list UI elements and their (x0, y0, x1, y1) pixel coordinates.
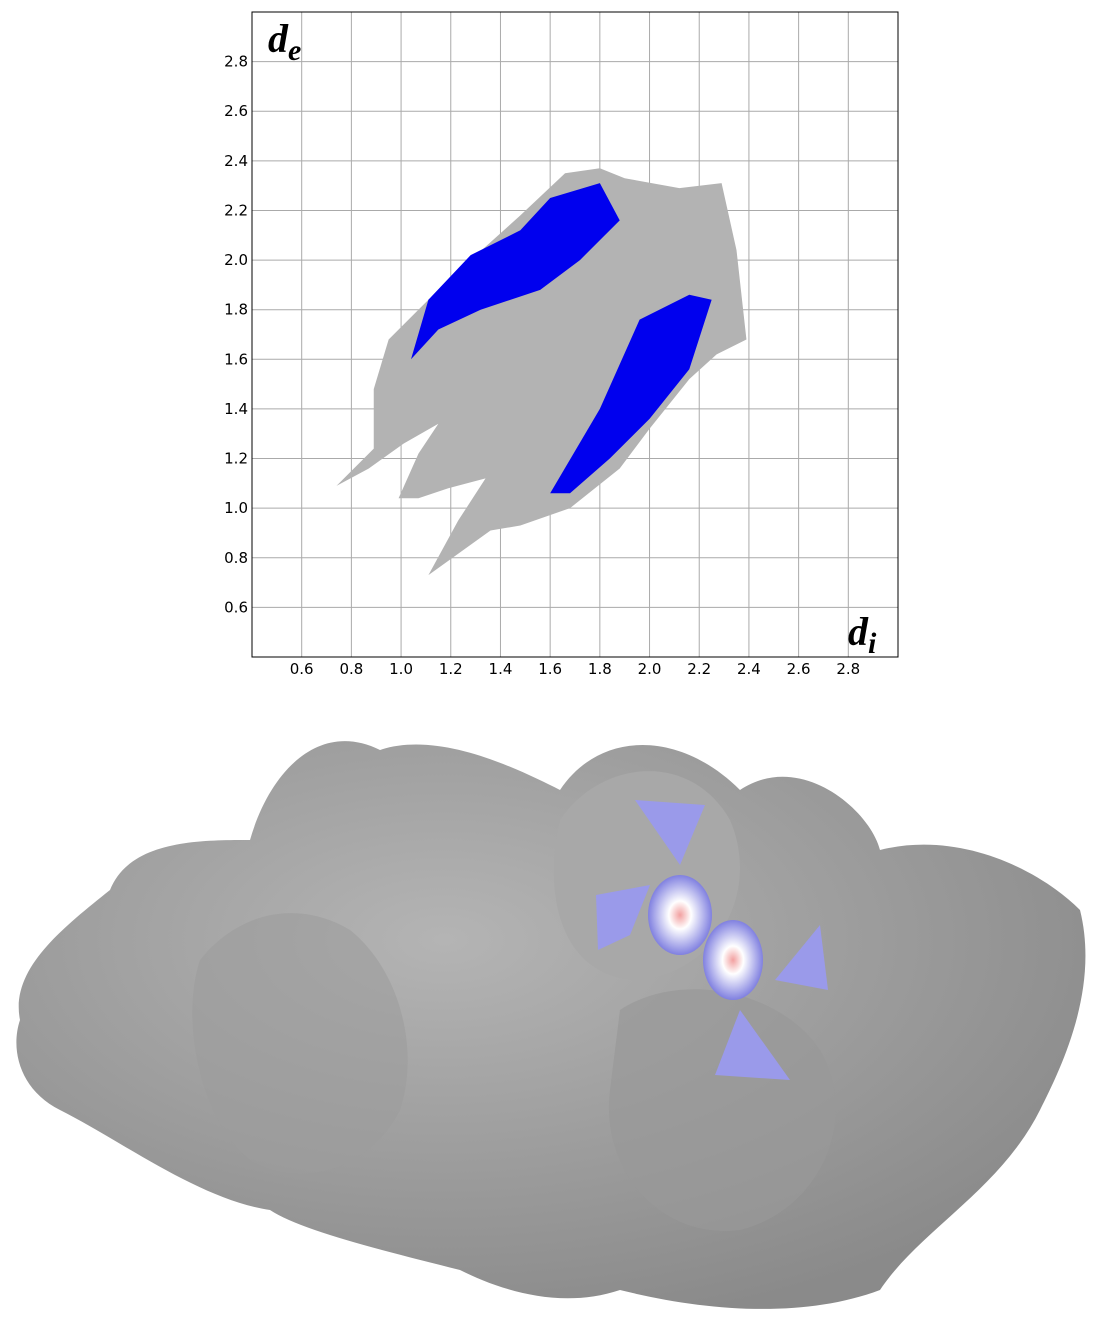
y-tick-label: 1.6 (224, 350, 248, 368)
x-tick-label: 1.4 (489, 660, 513, 678)
x-tick-label: 1.0 (389, 660, 413, 678)
x-tick-label: 2.2 (687, 660, 711, 678)
x-tick-label: 2.8 (836, 660, 860, 678)
hirshfeld-surface (0, 690, 1094, 1327)
y-axis-label-subscript: e (288, 34, 301, 67)
x-tick-label: 1.8 (588, 660, 612, 678)
contact-spot (648, 875, 712, 955)
plot-area (252, 12, 898, 657)
y-tick-label: 1.2 (224, 450, 248, 468)
x-axis-label-main: d (848, 609, 869, 654)
x-tick-label: 1.2 (439, 660, 463, 678)
y-tick-label: 1.4 (224, 400, 248, 418)
y-axis-label-main: d (268, 16, 289, 61)
contact-spot (703, 920, 763, 1000)
x-axis-label-subscript: i (868, 627, 877, 660)
y-tick-label: 2.8 (224, 53, 248, 71)
surface (16, 741, 1085, 1309)
y-tick-label: 0.8 (224, 549, 248, 567)
y-tick-label: 0.6 (224, 598, 248, 616)
x-tick-label: 0.8 (339, 660, 363, 678)
y-tick-label: 1.8 (224, 301, 248, 319)
y-tick-label: 2.6 (224, 102, 248, 120)
y-tick-label: 2.4 (224, 152, 248, 170)
surface-body (16, 741, 1085, 1309)
x-tick-label: 2.0 (638, 660, 662, 678)
x-tick-label: 1.6 (538, 660, 562, 678)
x-tick-label: 0.6 (290, 660, 314, 678)
page: {"chart_data": {"type": "region", "xlabe… (0, 0, 1094, 1327)
y-tick-label: 2.2 (224, 201, 248, 219)
x-tick-label: 2.4 (737, 660, 761, 678)
y-tick-label: 2.0 (224, 251, 248, 269)
y-tick-label: 1.0 (224, 499, 248, 517)
x-tick-label: 2.6 (787, 660, 811, 678)
